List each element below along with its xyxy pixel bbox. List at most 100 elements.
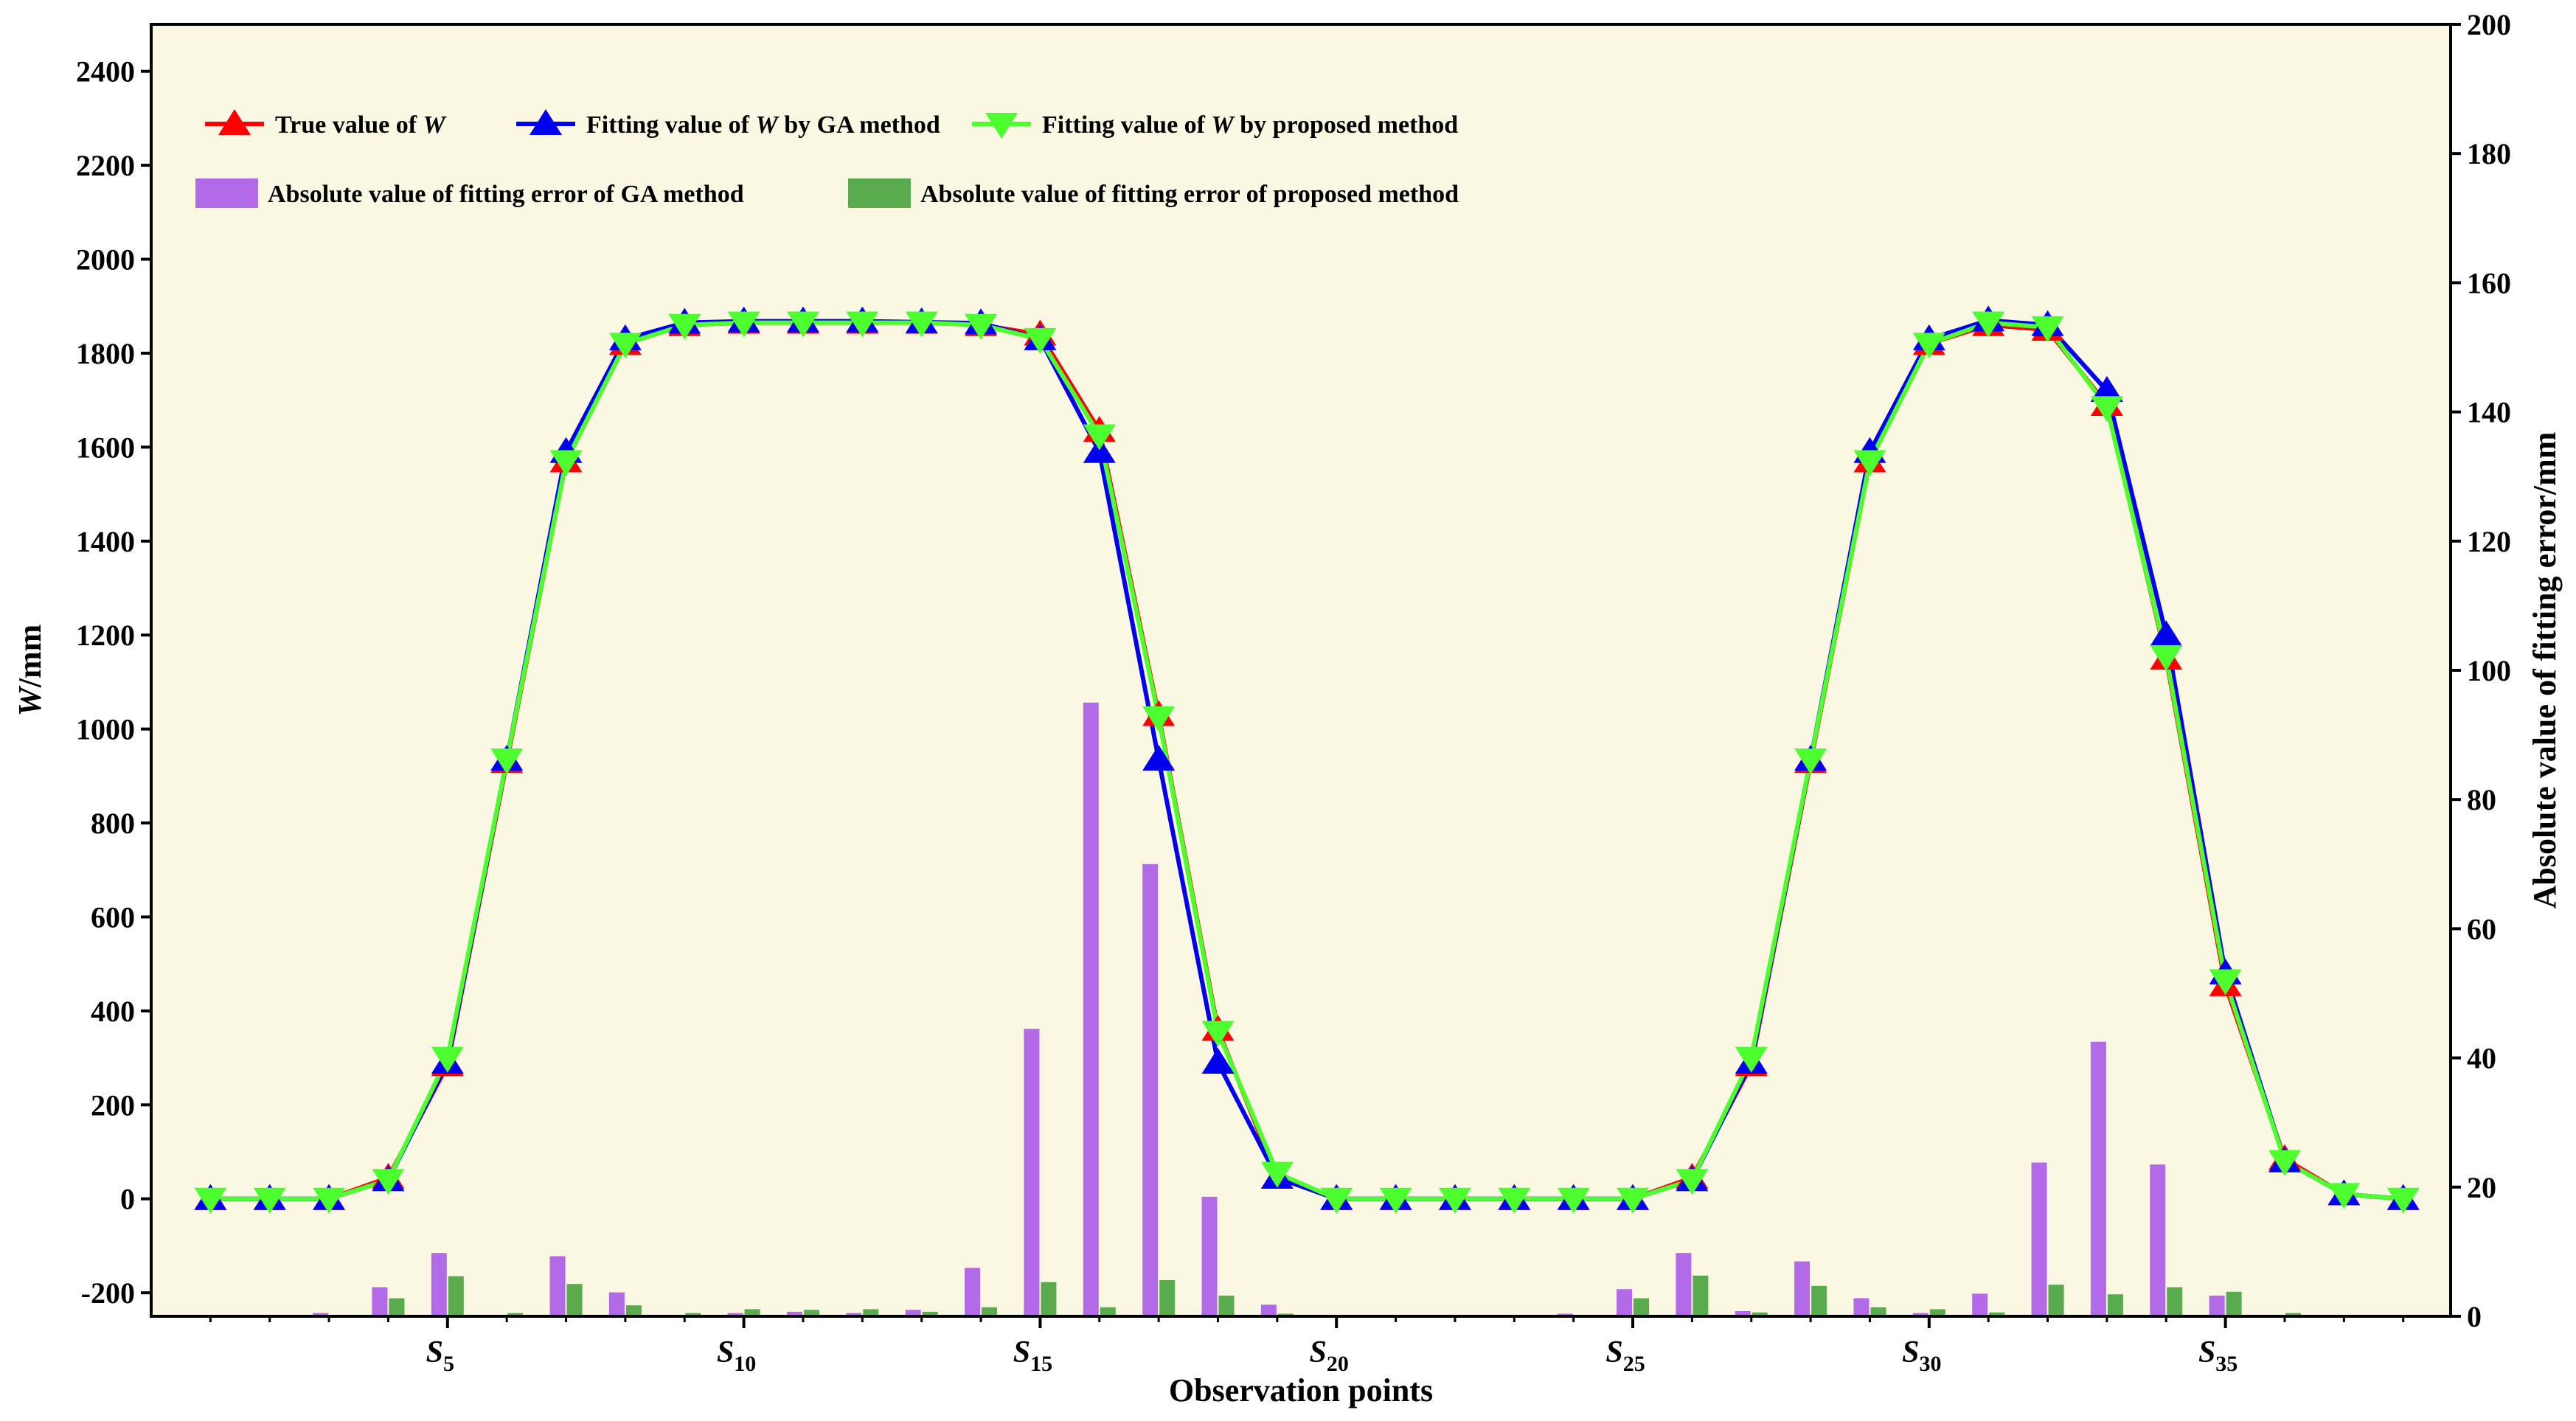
x-tick-label: S25 [1605,1335,1645,1376]
marker-s2-25 [1617,1187,1650,1214]
marker-s2-13 [905,311,938,338]
bar-ga-error-17 [1142,864,1159,1316]
legend-swatch-bar [848,178,911,208]
bar-proposed-error-27 [1752,1312,1768,1316]
bar-ga-error-19 [1260,1304,1277,1316]
marker-s2-4 [372,1169,405,1195]
y-right-tick-label: 160 [2467,266,2511,299]
marker-s2-32 [2031,316,2064,342]
bar-ga-error-26 [1676,1253,1692,1316]
y-left-tick-label: 2400 [76,55,135,88]
bar-proposed-error-35 [2226,1291,2242,1316]
bar-proposed-error-11 [803,1310,819,1316]
marker-s2-28 [1794,748,1827,775]
legend-label: Fitting value of W by proposed method [1042,111,1458,139]
bar-proposed-error-15 [1041,1282,1057,1316]
bar-proposed-error-36 [2285,1313,2301,1316]
marker-s2-11 [786,311,819,338]
marker-s2-10 [727,311,760,338]
bar-proposed-error-30 [1929,1309,1945,1316]
marker-s2-17 [1142,706,1176,732]
y-left-tick-label: 2000 [76,243,135,277]
bar-ga-error-35 [2209,1295,2225,1316]
x-tick-label: S15 [1013,1335,1052,1376]
y-right-tick-label: 180 [2467,137,2511,170]
x-tick-label: S20 [1310,1335,1349,1376]
bar-proposed-error-16 [1100,1307,1116,1316]
bar-ga-error-34 [2150,1164,2166,1316]
bar-ga-error-12 [846,1313,862,1316]
bar-proposed-error-31 [1989,1312,2005,1316]
y-right-tick-label: 120 [2467,525,2511,558]
marker-s1-34 [2150,620,2183,647]
x-tick-label: S10 [717,1335,756,1376]
y-left-tick-label: 1000 [76,713,135,746]
y-right-tick-label: 40 [2467,1042,2496,1075]
bar-ga-error-33 [2090,1041,2106,1316]
marker-s2-22 [1438,1187,1471,1214]
bar-proposed-error-13 [922,1311,938,1316]
bar-ga-error-10 [727,1313,743,1316]
marker-s2-34 [2150,645,2183,671]
marker-s2-1 [194,1187,227,1214]
legend: True value of W Fitting value of W by GA … [195,109,1459,208]
bar-ga-error-32 [2031,1162,2047,1316]
marker-s2-15 [1024,327,1057,354]
y-axis-left-title: W/mm [12,625,48,717]
x-tick-label: S5 [426,1335,454,1376]
marker-s2-24 [1557,1187,1590,1214]
marker-s2-36 [2268,1150,2301,1176]
bar-proposed-error-32 [2048,1285,2064,1316]
marker-s2-16 [1083,424,1116,451]
y-left-tick-label: 1200 [76,619,135,652]
legend-swatch-marker [985,113,1018,139]
marker-s2-5 [431,1046,464,1073]
line-markers [194,305,2420,1214]
bar-ga-error-5 [431,1253,447,1316]
marker-s2-3 [313,1187,346,1214]
bar-proposed-error-28 [1811,1285,1827,1316]
marker-s1-17 [1142,745,1176,771]
y-left-tick-label: 200 [91,1088,135,1122]
marker-s1-33 [2090,375,2123,402]
y-left-tick-label: 0 [120,1183,135,1216]
bar-proposed-error-5 [448,1276,464,1316]
marker-s2-19 [1260,1161,1294,1188]
marker-s2-8 [608,333,642,359]
marker-s2-37 [2327,1183,2361,1209]
bar-ga-error-27 [1735,1310,1751,1316]
marker-s2-20 [1320,1187,1353,1214]
bar-proposed-error-10 [744,1309,760,1316]
marker-s2-29 [1853,450,1886,476]
y-left-tick-label: -200 [81,1276,135,1310]
marker-s2-21 [1379,1187,1412,1214]
legend-label: Fitting value of W by GA method [586,111,940,139]
marker-s2-2 [253,1187,286,1214]
bar-ga-error-7 [549,1256,566,1316]
legend-swatch-bar [195,178,258,208]
marker-s2-14 [965,313,998,340]
bar-proposed-error-29 [1870,1307,1886,1316]
legend-swatch-marker [530,109,562,135]
marker-s2-23 [1498,1187,1531,1214]
bar-proposed-error-26 [1693,1275,1709,1316]
marker-s2-18 [1201,1021,1235,1047]
bar-ga-error-8 [608,1292,625,1316]
bar-proposed-error-33 [2107,1294,2123,1316]
bar-ga-error-11 [786,1311,802,1316]
bar-ga-error-15 [1024,1029,1040,1316]
legend-label: Absolute value of fitting error of GA me… [268,181,744,208]
marker-s2-9 [668,313,701,340]
marker-s2-7 [549,450,583,476]
x-tick-label: S35 [2198,1335,2237,1376]
bar-ga-error-30 [1912,1313,1928,1316]
bar-proposed-error-17 [1159,1279,1176,1316]
bar-proposed-error-4 [389,1298,405,1316]
bar-ga-error-25 [1617,1289,1633,1316]
legend-swatch-marker [218,109,251,135]
plot-background [151,24,2451,1316]
bar-ga-error-14 [965,1268,981,1316]
bar-proposed-error-8 [625,1305,642,1316]
x-axis-title: Observation points [1169,1372,1433,1408]
